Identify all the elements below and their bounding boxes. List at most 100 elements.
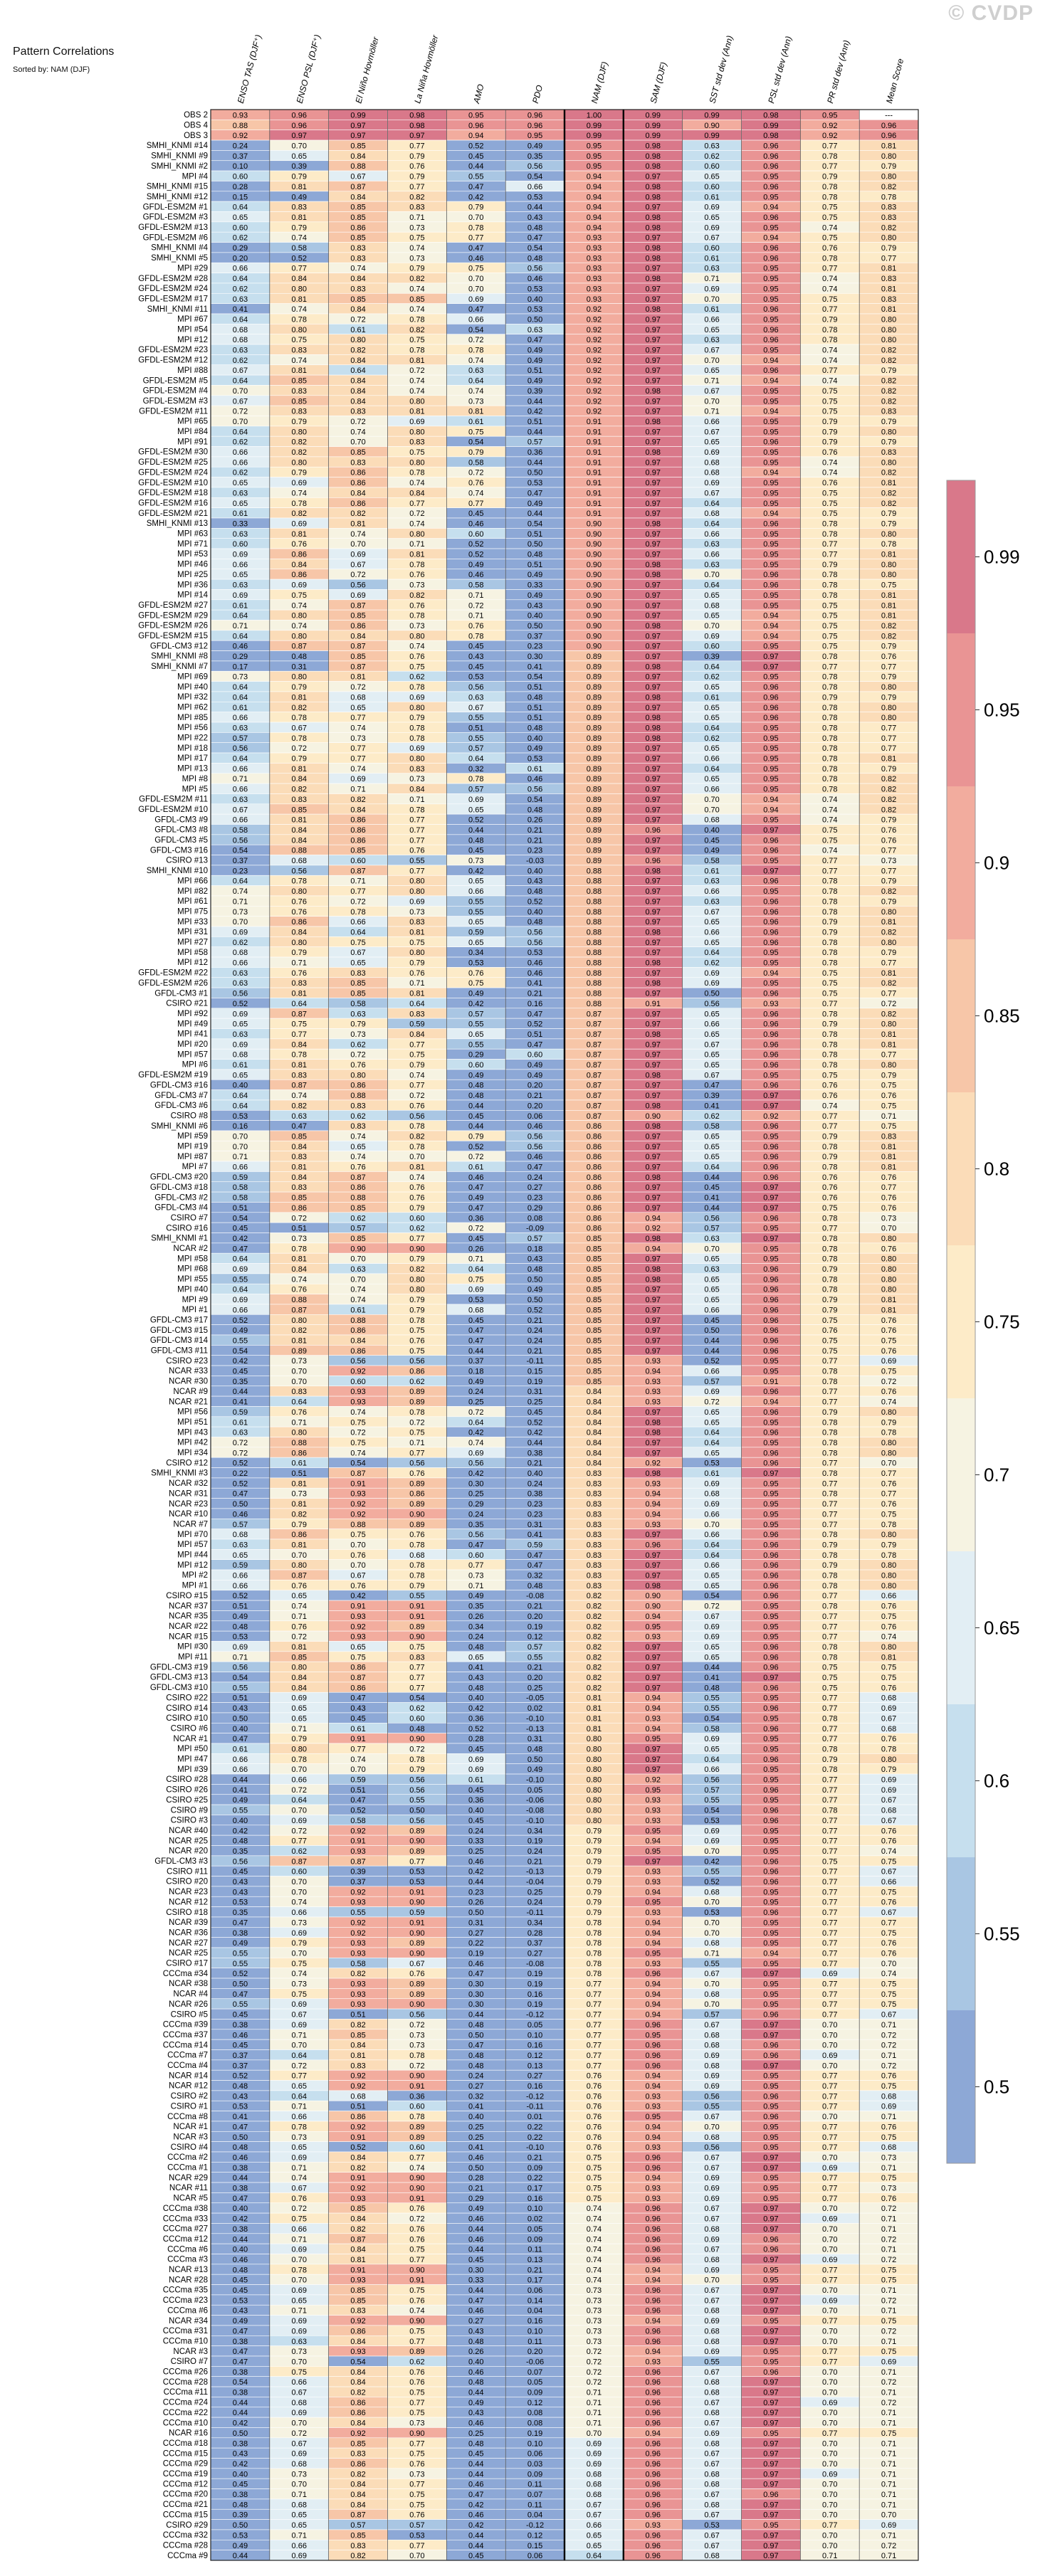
row-label: MPI #63 [177, 530, 208, 539]
cell-value: 0.80 [881, 1265, 896, 1274]
cell-value: 0.80 [409, 887, 424, 896]
cell-value: 0.59 [233, 1561, 248, 1570]
cell-value: 0.95 [763, 1071, 778, 1080]
cell-value: 0.46 [468, 571, 483, 579]
cell-value: 0.95 [763, 265, 778, 273]
cell-value: 0.82 [587, 1633, 602, 1642]
cell-value: 0.65 [292, 1592, 307, 1600]
row-label: NCAR #38 [169, 1980, 208, 1988]
cell-value: 0.95 [646, 1847, 661, 1856]
cell-value: 0.96 [763, 1347, 778, 1356]
cell-value: 0.59 [409, 1020, 424, 1029]
cell-value: 0.67 [881, 2011, 896, 2020]
cell-value: 0.66 [350, 918, 365, 927]
cell-value: 0.75 [881, 581, 896, 590]
cell-value: 0.65 [292, 1714, 307, 1723]
cell-value: 0.77 [822, 1225, 837, 1233]
cell-value: 0.84 [292, 775, 307, 783]
cell-value: 0.51 [233, 1603, 248, 1611]
cell-value: 0.68 [881, 1807, 896, 1815]
cell-value: 0.49 [527, 142, 542, 151]
cell-value: 0.55 [468, 173, 483, 181]
cell-value: 0.78 [822, 714, 837, 722]
cell-value: 0.42 [468, 1704, 483, 1713]
cell-value: 0.97 [646, 836, 661, 845]
row-label: MPI #4 [182, 172, 209, 181]
cell-value: 0.80 [881, 683, 896, 692]
cell-value: 0.79 [822, 1296, 837, 1304]
cell-value: 0.87 [587, 1092, 602, 1100]
cell-value: 0.56 [468, 1459, 483, 1468]
cell-value: 0.76 [881, 653, 896, 661]
cell-value: 0.61 [527, 765, 542, 774]
cell-value: 0.74 [822, 469, 837, 477]
cell-value: 0.33 [233, 519, 248, 528]
cell-value: 0.97 [646, 796, 661, 804]
cell-value: 0.78 [822, 581, 837, 590]
cell-value: 0.80 [881, 1061, 896, 1070]
cell-value: 0.68 [881, 1694, 896, 1703]
cell-value: 0.84 [350, 489, 365, 497]
cell-value: 0.97 [763, 867, 778, 875]
cell-value: 0.97 [763, 1674, 778, 1682]
row-label: GFDL-ESM2M #30 [138, 448, 208, 457]
cell-value: 0.97 [646, 234, 661, 243]
cell-value: 0.98 [646, 223, 661, 232]
cell-value: 0.62 [704, 959, 719, 968]
cell-value: 0.77 [822, 1796, 837, 1805]
row-label: MPI #53 [177, 550, 208, 559]
cell-value: 0.25 [468, 2123, 483, 2131]
cell-value: 0.95 [763, 2072, 778, 2081]
cell-value: 0.69 [233, 551, 248, 559]
cell-value: 0.78 [881, 1521, 896, 1529]
cell-value: 0.97 [646, 1643, 661, 1652]
cell-value: 0.89 [587, 796, 602, 804]
cell-value: 0.73 [409, 622, 424, 630]
cell-value: 0.98 [646, 1582, 661, 1590]
cell-value: 0.96 [763, 1857, 778, 1866]
cell-value: 0.29 [468, 1051, 483, 1060]
cell-value: 0.79 [822, 1408, 837, 1417]
cell-value: 0.60 [468, 1551, 483, 1560]
cell-value: 0.85 [350, 1235, 365, 1243]
cell-value: 0.54 [468, 438, 483, 447]
cell-value: 0.95 [763, 1980, 778, 1989]
cell-value: 0.66 [468, 315, 483, 324]
cell-value: 0.08 [527, 1214, 542, 1223]
cell-value: 0.71 [881, 2021, 896, 2029]
cell-value: 0.56 [527, 928, 542, 936]
cell-value: 0.95 [763, 1714, 778, 1723]
cell-value: 0.78 [822, 183, 837, 191]
cell-value: 0.65 [704, 714, 719, 722]
cell-value: 0.64 [233, 683, 248, 692]
cell-value: 0.84 [409, 786, 424, 794]
cell-value: 0.85 [587, 1378, 602, 1386]
cell-value: 0.86 [409, 1490, 424, 1499]
cell-value: 0.75 [822, 1347, 837, 1356]
cell-value: 0.42 [468, 867, 483, 875]
cell-value: 0.99 [704, 132, 719, 140]
row-label: MPI #32 [177, 693, 208, 702]
cell-value: 0.76 [587, 2103, 602, 2111]
row-label: CCCma #8 [167, 2113, 208, 2121]
cell-value: 0.45 [233, 1868, 248, 1876]
cell-value: 0.98 [646, 305, 661, 314]
cell-value: 0.78 [822, 1255, 837, 1264]
cell-value: 0.82 [587, 1684, 602, 1692]
cell-value: 0.71 [292, 1612, 307, 1621]
cell-value: 0.62 [704, 1112, 719, 1121]
cell-value: 0.79 [822, 1020, 837, 1029]
cell-value: 0.82 [587, 1603, 602, 1611]
cell-value: 0.70 [704, 571, 719, 579]
cell-value: 0.76 [587, 2072, 602, 2081]
cell-value: 0.76 [881, 1347, 896, 1356]
cell-value: 0.66 [292, 1776, 307, 1785]
cell-value: 0.69 [704, 204, 719, 212]
cell-value: 0.77 [881, 867, 896, 875]
cell-value: 0.87 [350, 1857, 365, 1866]
cell-value: 0.63 [350, 1265, 365, 1274]
cell-value: 0.88 [587, 979, 602, 988]
cell-value: 0.68 [704, 2042, 719, 2050]
cell-value: 0.75 [350, 1653, 365, 1662]
cell-value: 0.73 [409, 581, 424, 590]
